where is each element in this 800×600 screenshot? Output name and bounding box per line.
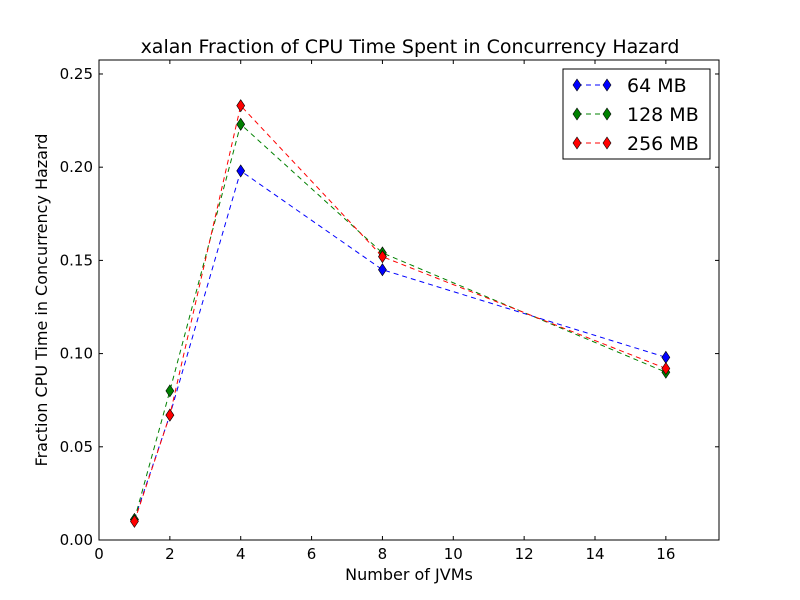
y-tick-label: 0.15 <box>60 251 93 269</box>
x-tick-label: 2 <box>165 545 175 563</box>
y-tick-label: 0.05 <box>60 438 93 456</box>
y-axis-label: Fraction CPU Time in Concurrency Hazard <box>32 134 51 467</box>
x-tick-label: 14 <box>585 545 604 563</box>
y-tick-label: 0.10 <box>60 345 93 363</box>
legend-label: 128 MB <box>627 104 699 126</box>
legend-marker <box>602 136 612 150</box>
legend-item: 128 MB <box>572 104 699 126</box>
data-point <box>378 263 387 277</box>
data-point <box>165 408 175 422</box>
data-point <box>661 361 671 376</box>
series-line <box>133 104 667 522</box>
legend-marker <box>602 107 612 121</box>
data-point <box>165 384 175 398</box>
legend-marker <box>602 78 612 92</box>
x-tick-label: 0 <box>94 545 104 563</box>
x-tick-label: 8 <box>378 545 388 563</box>
legend-item: 64 MB <box>572 75 687 97</box>
x-tick-label: 6 <box>307 545 317 563</box>
x-axis-label: Number of JVMs <box>345 565 473 584</box>
chart-title: xalan Fraction of CPU Time Spent in Conc… <box>141 36 680 58</box>
legend-label: 64 MB <box>627 75 687 97</box>
legend-marker <box>572 136 582 150</box>
x-tick-label: 10 <box>444 545 463 563</box>
legend-marker <box>572 107 582 121</box>
legend-item: 256 MB <box>572 133 699 155</box>
y-tick-label: 0.20 <box>60 158 93 176</box>
y-tick-label: 0.25 <box>60 65 93 83</box>
axis-ticks: 0 2 4 6 8 10 12 14 16 0.00 0.05 0.10 0.15 0.20 0.25 <box>60 60 719 563</box>
legend-label: 256 MB <box>627 133 699 155</box>
x-tick-label: 4 <box>236 545 246 563</box>
series-256-mb <box>130 99 671 528</box>
data-point <box>130 514 139 528</box>
x-tick-label: 12 <box>515 545 534 563</box>
data-point <box>236 164 246 178</box>
series-layer <box>130 99 671 528</box>
data-point <box>378 250 387 264</box>
x-tick-label: 16 <box>656 545 675 563</box>
legend: 64 MB 128 MB 256 MB <box>562 68 711 160</box>
data-point <box>236 99 246 113</box>
y-tick-label: 0.00 <box>60 531 93 549</box>
data-point <box>236 117 246 131</box>
legend-marker <box>572 78 582 92</box>
